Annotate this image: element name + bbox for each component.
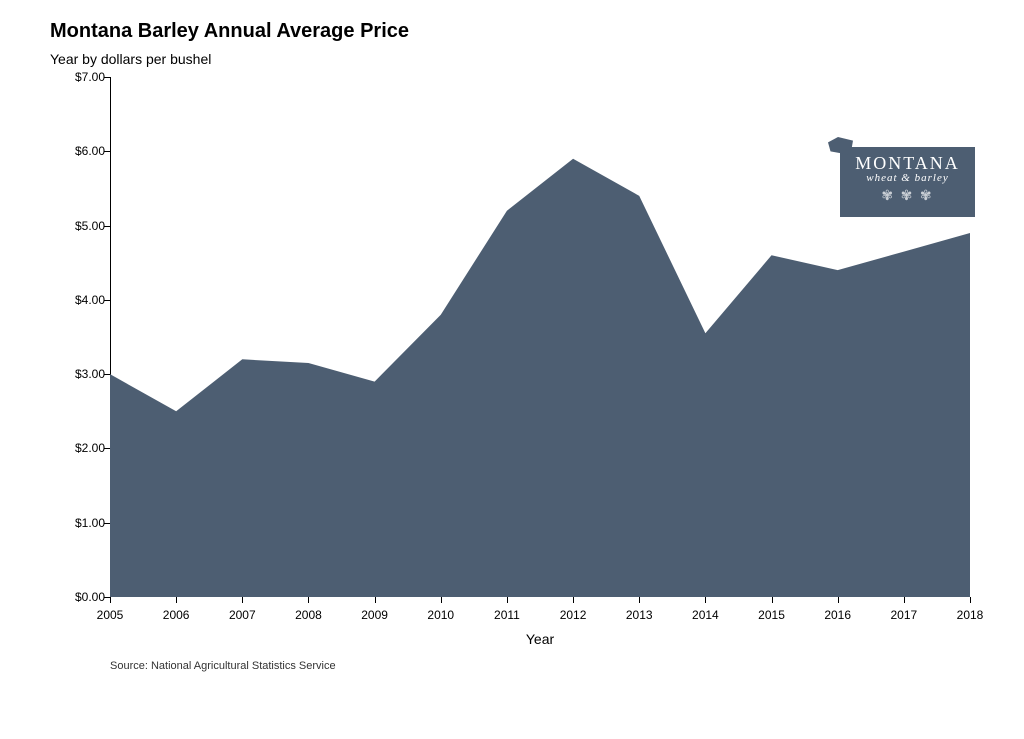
x-tick: [110, 597, 111, 603]
x-axis-title: Year: [526, 631, 554, 647]
x-tick-label: 2007: [229, 608, 256, 622]
x-tick: [838, 597, 839, 603]
x-tick: [308, 597, 309, 603]
x-tick: [639, 597, 640, 603]
x-tick: [705, 597, 706, 603]
y-tick: [104, 374, 110, 375]
plot-area: $0.00$1.00$2.00$3.00$4.00$5.00$6.00$7.00…: [110, 77, 970, 597]
y-tick-label: $4.00: [65, 293, 105, 307]
x-tick-label: 2017: [890, 608, 917, 622]
x-tick: [507, 597, 508, 603]
x-tick: [772, 597, 773, 603]
chart-title: Montana Barley Annual Average Price: [50, 20, 1000, 43]
x-tick-label: 2006: [163, 608, 190, 622]
y-tick-label: $7.00: [65, 70, 105, 84]
logo-title: MONTANA: [844, 153, 971, 174]
y-tick-label: $6.00: [65, 144, 105, 158]
x-tick-label: 2010: [427, 608, 454, 622]
x-tick: [970, 597, 971, 603]
y-tick: [104, 448, 110, 449]
x-tick-label: 2011: [494, 608, 520, 622]
x-tick-label: 2012: [560, 608, 587, 622]
x-tick-label: 2005: [97, 608, 124, 622]
y-tick-label: $0.00: [65, 590, 105, 604]
y-tick: [104, 523, 110, 524]
x-tick-label: 2009: [361, 608, 388, 622]
chart-subtitle: Year by dollars per bushel: [50, 51, 1000, 67]
area-polygon: [110, 159, 970, 597]
x-tick-label: 2014: [692, 608, 719, 622]
y-tick-label: $1.00: [65, 516, 105, 530]
chart-container: Montana Barley Annual Average Price Year…: [50, 20, 1000, 660]
y-tick-label: $2.00: [65, 441, 105, 455]
x-tick: [441, 597, 442, 603]
y-tick: [104, 77, 110, 78]
x-tick-label: 2013: [626, 608, 653, 622]
x-tick: [176, 597, 177, 603]
x-tick-label: 2015: [758, 608, 785, 622]
y-tick-label: $3.00: [65, 367, 105, 381]
y-tick: [104, 226, 110, 227]
logo-wheat-icon: ✾ ✾ ✾: [844, 188, 971, 205]
source-note: Source: National Agricultural Statistics…: [110, 660, 336, 672]
logo-badge: MONTANA wheat & barley ✾ ✾ ✾: [840, 147, 975, 217]
x-tick-label: 2016: [824, 608, 851, 622]
x-tick-label: 2018: [957, 608, 984, 622]
x-tick-label: 2008: [295, 608, 322, 622]
y-tick: [104, 300, 110, 301]
x-tick: [904, 597, 905, 603]
y-tick: [104, 151, 110, 152]
x-tick: [573, 597, 574, 603]
y-tick-label: $5.00: [65, 219, 105, 233]
x-tick: [242, 597, 243, 603]
x-tick: [375, 597, 376, 603]
